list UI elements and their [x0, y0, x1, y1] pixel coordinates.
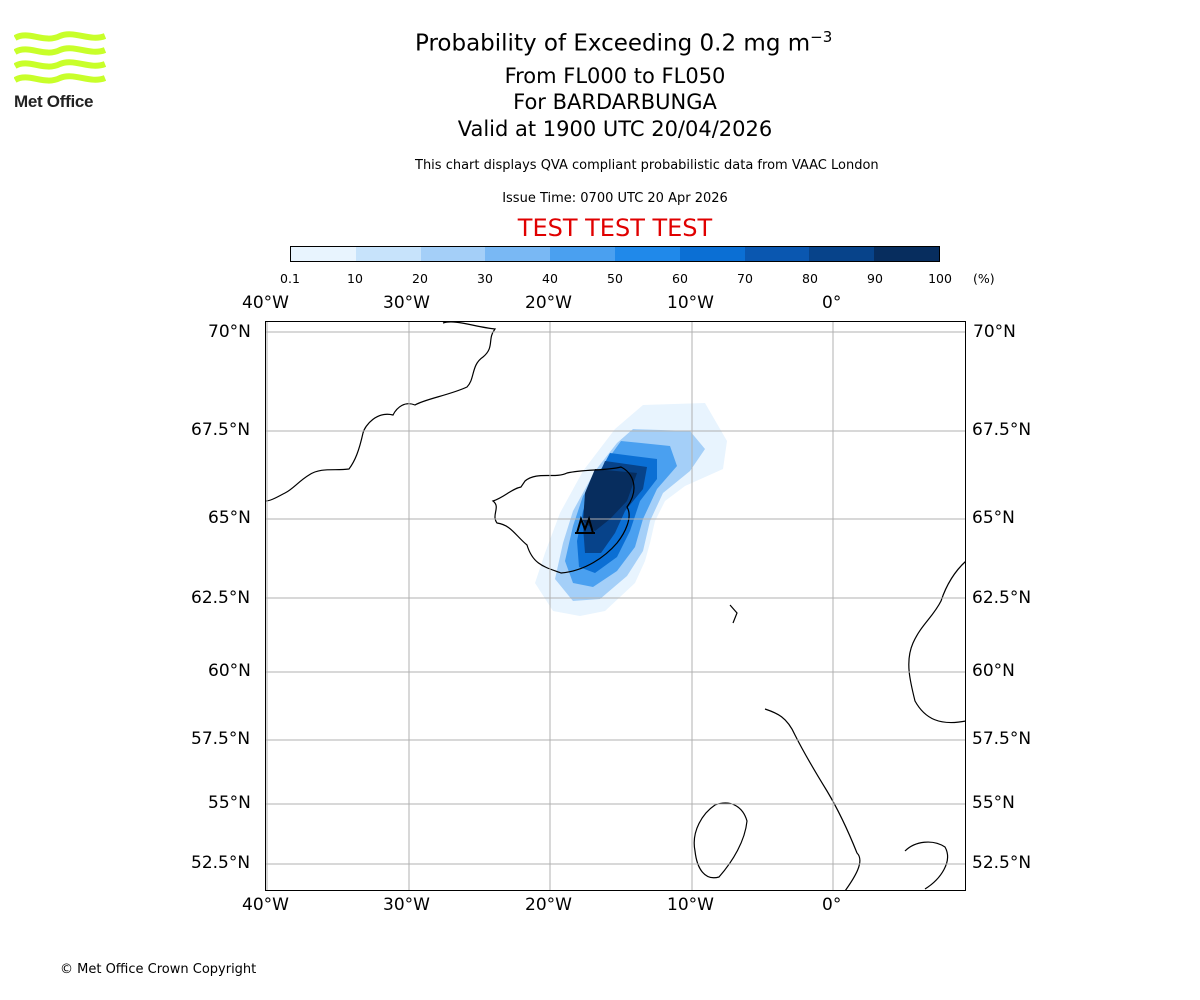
- lat-label-left-55: 55°N: [208, 793, 251, 813]
- title-text: Probability of Exceeding 0.2 mg m: [415, 30, 811, 57]
- logo-wave-2: [14, 45, 106, 56]
- colorbar-segment: [744, 247, 810, 261]
- lat-label-left-67-5: 67.5°N: [191, 420, 251, 440]
- colorbar-tick-label: 30: [477, 271, 493, 286]
- lat-label-right-52-5: 52.5°N: [972, 853, 1032, 873]
- ash-probability-field: [535, 403, 727, 616]
- colorbar-tick-label: 0.1: [280, 271, 300, 286]
- met-office-logo: [14, 31, 106, 84]
- lon-label-top-20w: 20°W: [525, 293, 572, 313]
- title-exponent: −3: [810, 28, 833, 46]
- gridlines: [265, 321, 966, 891]
- map-background: [265, 321, 966, 891]
- colorbar-tick-label: 80: [802, 271, 818, 286]
- colorbar-unit: (%): [973, 271, 995, 286]
- flight-levels: From FL000 to FL050: [504, 64, 726, 88]
- colorbar-segment: [809, 247, 875, 261]
- lon-label-bottom-30w: 30°W: [383, 895, 430, 915]
- lat-label-left-65: 65°N: [208, 508, 251, 528]
- lon-label-bottom-20w: 20°W: [525, 895, 572, 915]
- chart-title: Probability of Exceeding 0.2 mg m−3: [415, 28, 832, 57]
- lat-label-left-60: 60°N: [208, 661, 251, 681]
- colorbar-tick-label: 40: [542, 271, 558, 286]
- lat-label-right-57-5: 57.5°N: [972, 729, 1032, 749]
- valid-time: Valid at 1900 UTC 20/04/2026: [457, 117, 773, 141]
- copyright: © Met Office Crown Copyright: [60, 962, 257, 977]
- logo-wave-4: [14, 73, 106, 84]
- colorbar-segment: [420, 247, 486, 261]
- colorbar-tick-label: 70: [737, 271, 753, 286]
- colorbar-tick-label: 10: [347, 271, 363, 286]
- colorbar-tick-label: 60: [672, 271, 688, 286]
- colorbar-tick-label: 50: [607, 271, 623, 286]
- colorbar-segment: [679, 247, 745, 261]
- chart-description: This chart displays QVA compliant probab…: [415, 158, 879, 173]
- colorbar-segment: [291, 247, 356, 261]
- test-banner: TEST TEST TEST: [517, 214, 713, 242]
- colorbar-tick-label: 20: [412, 271, 428, 286]
- lat-label-left-52-5: 52.5°N: [191, 853, 251, 873]
- coastlines: [265, 321, 966, 891]
- colorbar-tick-label: 100: [928, 271, 952, 286]
- colorbar-tick-label: 90: [867, 271, 883, 286]
- map-frame: [265, 321, 966, 891]
- lat-label-right-67-5: 67.5°N: [972, 420, 1032, 440]
- lat-label-right-70: 70°N: [973, 322, 1016, 342]
- lon-label-bottom-10w: 10°W: [667, 895, 714, 915]
- lat-label-right-55: 55°N: [972, 793, 1015, 813]
- colorbar: [290, 246, 940, 262]
- colorbar-segment: [355, 247, 421, 261]
- logo-wave-1: [14, 31, 106, 42]
- lat-label-left-62-5: 62.5°N: [191, 588, 251, 608]
- volcano-icon: [575, 515, 595, 534]
- lat-label-right-62-5: 62.5°N: [972, 588, 1032, 608]
- coastline-greenland: [265, 321, 497, 502]
- met-office-logo-text: Met Office: [14, 92, 94, 111]
- colorbar-segment: [874, 247, 939, 261]
- coastline-iceland: [491, 466, 635, 574]
- colorbar-segment: [485, 247, 551, 261]
- lat-label-right-65: 65°N: [972, 508, 1015, 528]
- colorbar-segment: [550, 247, 615, 261]
- lon-label-top-10w: 10°W: [667, 293, 714, 313]
- lon-label-bottom-40w: 40°W: [242, 895, 289, 915]
- coastline-norway: [908, 560, 966, 724]
- coastline-faroe: [729, 604, 738, 624]
- logo-wave-3: [14, 59, 106, 70]
- lon-label-top-0: 0°: [822, 293, 842, 313]
- lon-label-top-30w: 30°W: [383, 293, 430, 313]
- map: [265, 321, 966, 891]
- volcano-name: For BARDARBUNGA: [513, 90, 717, 114]
- lon-label-top-40w: 40°W: [242, 293, 289, 313]
- coastline-uk: [693, 708, 861, 891]
- lon-label-bottom-0: 0°: [822, 895, 842, 915]
- lat-label-right-60: 60°N: [972, 661, 1015, 681]
- colorbar-segment: [614, 247, 680, 261]
- issue-time: Issue Time: 0700 UTC 20 Apr 2026: [502, 191, 728, 206]
- lat-label-left-57-5: 57.5°N: [191, 729, 251, 749]
- lat-label-left-70: 70°N: [208, 322, 251, 342]
- coastline-denmark: [904, 841, 949, 890]
